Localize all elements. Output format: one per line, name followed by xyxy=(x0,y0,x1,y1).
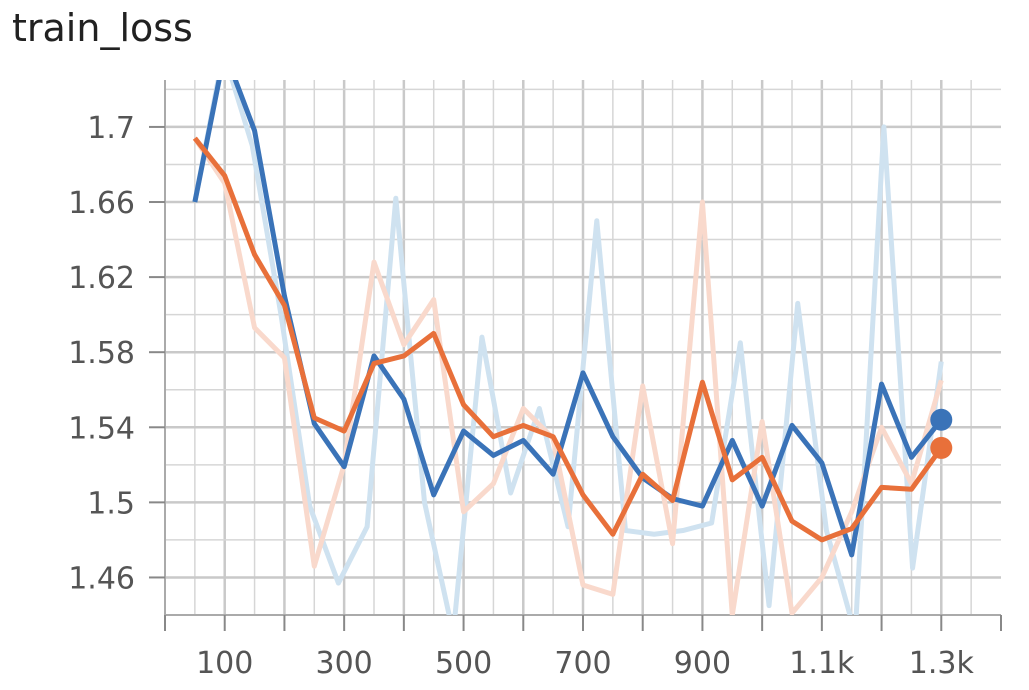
y-tick-label: 1.66 xyxy=(68,186,135,221)
x-tick-label: 900 xyxy=(674,646,731,681)
series-1-raw-line xyxy=(192,136,944,615)
x-tick-label: 500 xyxy=(435,646,492,681)
series-1-smoothed-line xyxy=(192,136,944,543)
x-tick-label: 100 xyxy=(196,646,253,681)
x-tick-label: 1.1k xyxy=(789,646,855,681)
series-0-end-point[interactable] xyxy=(930,408,953,431)
y-tick-label: 1.5 xyxy=(87,486,135,521)
y-tick-label: 1.46 xyxy=(68,561,135,596)
series-0-smoothed-line xyxy=(192,80,944,558)
y-tick-label: 1.7 xyxy=(87,111,135,146)
tick-labels: 100 300 500 700 900 1.1k 1.3k 1.46 1.5 1.54 1.58 1.… xyxy=(68,111,974,681)
chart-title: train_loss xyxy=(12,6,193,50)
y-tick-label: 1.58 xyxy=(68,336,135,371)
x-tick-label: 1.3k xyxy=(909,646,975,681)
series-1-end-point[interactable] xyxy=(930,436,953,459)
x-tick-label: 300 xyxy=(316,646,373,681)
y-tick-label: 1.62 xyxy=(68,261,135,296)
y-tick-label: 1.54 xyxy=(68,411,135,446)
axes xyxy=(149,80,1002,631)
x-tick-label: 700 xyxy=(554,646,611,681)
series xyxy=(192,80,953,615)
series-0-raw-line xyxy=(192,80,944,615)
